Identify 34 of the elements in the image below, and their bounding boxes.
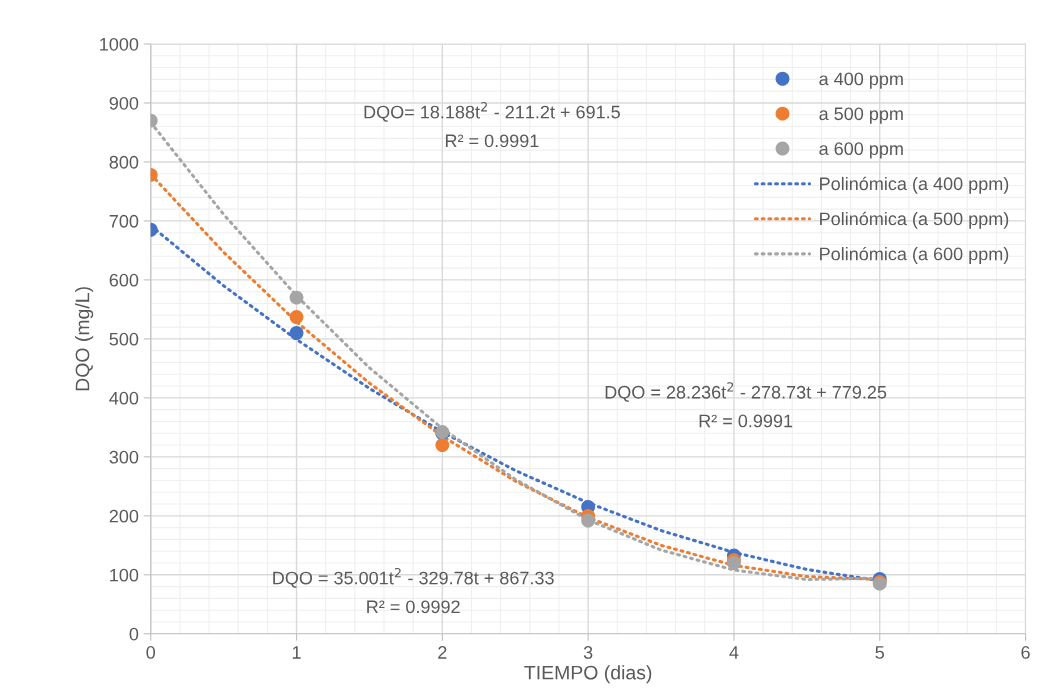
y-tick-label: 600 [109,273,139,287]
y-tick-label: 400 [109,391,139,405]
x-tick-label: 4 [729,646,739,659]
y-tick-label: 200 [109,509,139,523]
x-tick-label: 5 [875,646,884,659]
y-tick-label: 900 [109,96,139,110]
y-tick-label: 300 [109,450,139,464]
legend-label: a 600 ppm [819,142,903,159]
x-tick-label: 2 [438,646,447,659]
point [581,513,596,528]
x-tick-label: 1 [292,646,301,659]
legend-label: Polinómica (a 500 ppm) [820,211,1009,229]
point [289,290,304,305]
point [289,310,304,324]
legend-label: Polinómica (a 600 ppm) [820,246,1009,264]
x-axis-title: TIEMPO (dias) [524,665,652,684]
annotation: DQO= 18.188t$^{2}$ - 211.2t + 691.5 R² = 0.9991 [364,102,620,148]
legend-label: a 400 ppm [819,72,903,89]
legend-label: Polinómica (a 400 ppm) [820,176,1009,194]
annotation: DQO = 35.001t$^{2}$ - 329.78t + 867.33 R² = 0.9992 [273,567,554,614]
y-tick-label: 700 [109,214,139,228]
x-tick-label: 6 [1021,646,1030,659]
annotation: DQO = 28.236t$^{2}$ - 278.73t + 779.25 R² = 0.9991 [605,382,887,428]
y-tick-label: 1000 [100,37,139,51]
y-tick-label: 100 [110,568,139,582]
point [289,326,304,340]
y-axis-title: DQO (mg/L) [75,287,94,391]
y-tick-label: 800 [109,155,139,169]
y-tick-label: 500 [109,332,139,346]
legend-label: a 500 ppm [819,107,903,124]
x-tick-label: 3 [583,646,593,659]
x-tick-label: 0 [146,646,156,659]
y-tick-label: 0 [129,627,139,641]
point [435,438,450,452]
